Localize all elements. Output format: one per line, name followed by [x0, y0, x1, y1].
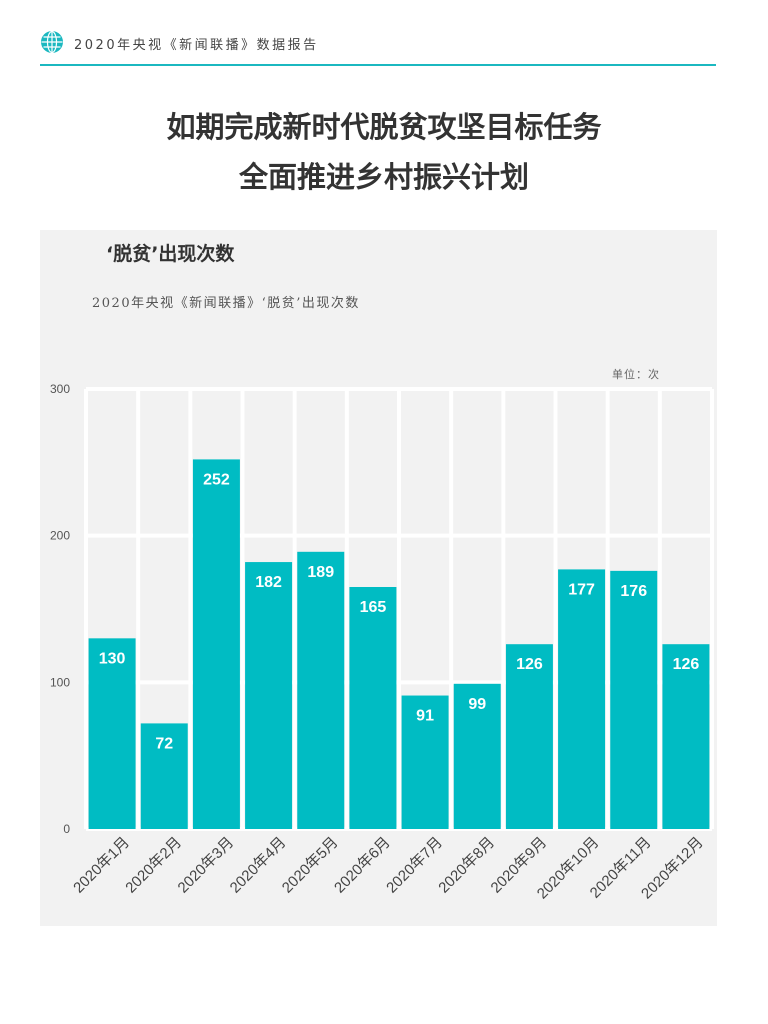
bar-10 — [558, 569, 606, 829]
bar-6 — [349, 587, 397, 829]
x-tick-label: 2020年5月 — [279, 834, 342, 897]
chart-subtitle: 2020年央视《新闻联播》‘脱贫’出现次数 — [92, 296, 360, 311]
y-tick-label: 0 — [63, 822, 70, 836]
data-label: 126 — [516, 656, 543, 673]
data-label: 99 — [468, 696, 486, 713]
bar-3 — [192, 459, 240, 829]
data-label: 126 — [673, 656, 700, 673]
y-tick-label: 200 — [50, 529, 70, 543]
data-label: 165 — [360, 599, 387, 616]
chart-panel: ‘脱贫’出现次数 2020年央视《新闻联播》‘脱贫’出现次数 单位：次 0 100… — [40, 230, 717, 926]
title-line-2: 全面推进乡村振兴计划 — [238, 160, 529, 194]
chart-unit-label: 单位：次 — [612, 368, 660, 381]
y-tick-label: 300 — [50, 382, 70, 396]
x-tick-label: 2020年7月 — [383, 834, 446, 897]
data-label: 252 — [203, 471, 230, 488]
bar-2 — [140, 723, 188, 829]
page-title: 如期完成新时代脱贫攻坚目标任务 全面推进乡村振兴计划 — [0, 102, 768, 202]
globe-icon — [41, 30, 63, 54]
data-label: 91 — [416, 708, 434, 725]
chart-title: ‘脱贫’出现次数 — [106, 243, 235, 265]
bar-11 — [610, 570, 658, 829]
x-tick-label: 2020年6月 — [331, 834, 394, 897]
report-header: 2020年央视《新闻联播》数据报告 — [40, 28, 716, 66]
data-label: 189 — [307, 564, 334, 581]
bar-9 — [505, 644, 553, 829]
x-tick-label: 2020年3月 — [175, 834, 238, 897]
bar-12 — [662, 644, 710, 829]
bar-4 — [245, 562, 293, 829]
data-label: 177 — [568, 581, 595, 598]
y-tick-label: 100 — [50, 675, 70, 689]
data-label: 72 — [155, 735, 173, 752]
data-label: 130 — [99, 650, 126, 667]
bar-1 — [88, 638, 136, 829]
header-text: 2020年央视《新闻联播》数据报告 — [74, 38, 319, 53]
title-line-1: 如期完成新时代脱贫攻坚目标任务 — [166, 110, 602, 144]
x-tick-label: 2020年1月 — [70, 834, 133, 897]
data-label: 182 — [255, 574, 282, 591]
bar-8 — [453, 683, 501, 829]
x-tick-label: 2020年4月 — [227, 834, 290, 897]
x-tick-label: 2020年2月 — [122, 834, 185, 897]
x-tick-label: 2020年8月 — [435, 834, 498, 897]
bar-7 — [401, 695, 449, 829]
bar-5 — [297, 551, 345, 829]
data-label: 176 — [620, 583, 647, 600]
bar-chart: 0 100 200 300 130 2020年1月 72 2020年2月 252 2020年3月 1… — [50, 382, 714, 902]
